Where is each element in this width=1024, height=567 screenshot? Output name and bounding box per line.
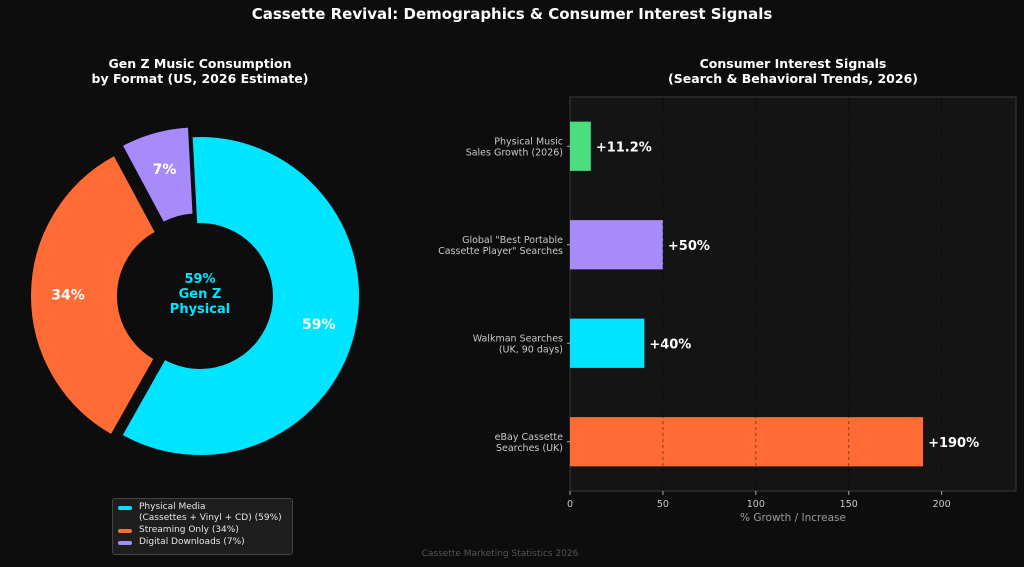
bar-value-label-2: +40%: [649, 337, 691, 352]
bar-chart-title: Consumer Interest Signals (Search & Beha…: [668, 56, 918, 86]
donut-slice-0: [120, 135, 361, 457]
donut-slice-label-2: 7%: [153, 162, 177, 178]
donut-legend: Physical Media (Cassettes + Vinyl + CD) …: [112, 498, 293, 555]
bar-0: [570, 121, 591, 171]
bar-2: [570, 318, 645, 368]
x-axis-label: % Growth / Increase: [740, 512, 846, 524]
bar-category-label-3: eBay Cassette Searches (UK): [495, 432, 563, 454]
legend-swatch: [118, 529, 132, 533]
donut-center-label: 59% Gen Z Physical: [170, 272, 230, 317]
bar-value-label-0: +11.2%: [596, 140, 652, 155]
bar-value-label-1: +50%: [668, 239, 710, 254]
legend-label: Streaming Only (34%): [139, 525, 239, 535]
x-tick-label-1: 50: [657, 499, 669, 510]
main-title: Cassette Revival: Demographics & Consume…: [251, 5, 773, 23]
donut-chart-title: Gen Z Music Consumption by Format (US, 2…: [91, 56, 309, 86]
bar-3: [570, 417, 924, 467]
bar-category-label-0: Physical Music Sales Growth (2026): [466, 136, 563, 158]
x-tick-label-0: 0: [567, 499, 573, 510]
donut-slice-2: [120, 125, 195, 225]
legend-label: Physical Media (Cassettes + Vinyl + CD) …: [139, 502, 282, 523]
x-tick-label-3: 150: [840, 499, 858, 510]
donut-slice-1: [29, 153, 158, 437]
bar-category-label-1: Global "Best Portable Cassette Player" Se…: [438, 235, 563, 257]
bar-value-label-3: +190%: [928, 436, 979, 451]
legend-item-0: Physical Media (Cassettes + Vinyl + CD) …: [118, 502, 287, 524]
legend-item-2: Digital Downloads (7%): [118, 537, 287, 548]
legend-swatch: [118, 506, 132, 510]
legend-swatch: [118, 541, 132, 545]
legend-label: Digital Downloads (7%): [139, 537, 245, 547]
bar-category-label-2: Walkman Searches (UK, 90 days): [473, 333, 563, 355]
donut-slice-label-1: 34%: [51, 288, 85, 304]
legend-item-1: Streaming Only (34%): [118, 525, 287, 536]
bar-1: [570, 220, 663, 270]
donut-slice-label-0: 59%: [302, 317, 336, 333]
footer-source: Cassette Marketing Statistics 2026: [421, 549, 579, 559]
x-tick-label-2: 100: [747, 499, 765, 510]
x-tick-label-4: 200: [933, 499, 951, 510]
